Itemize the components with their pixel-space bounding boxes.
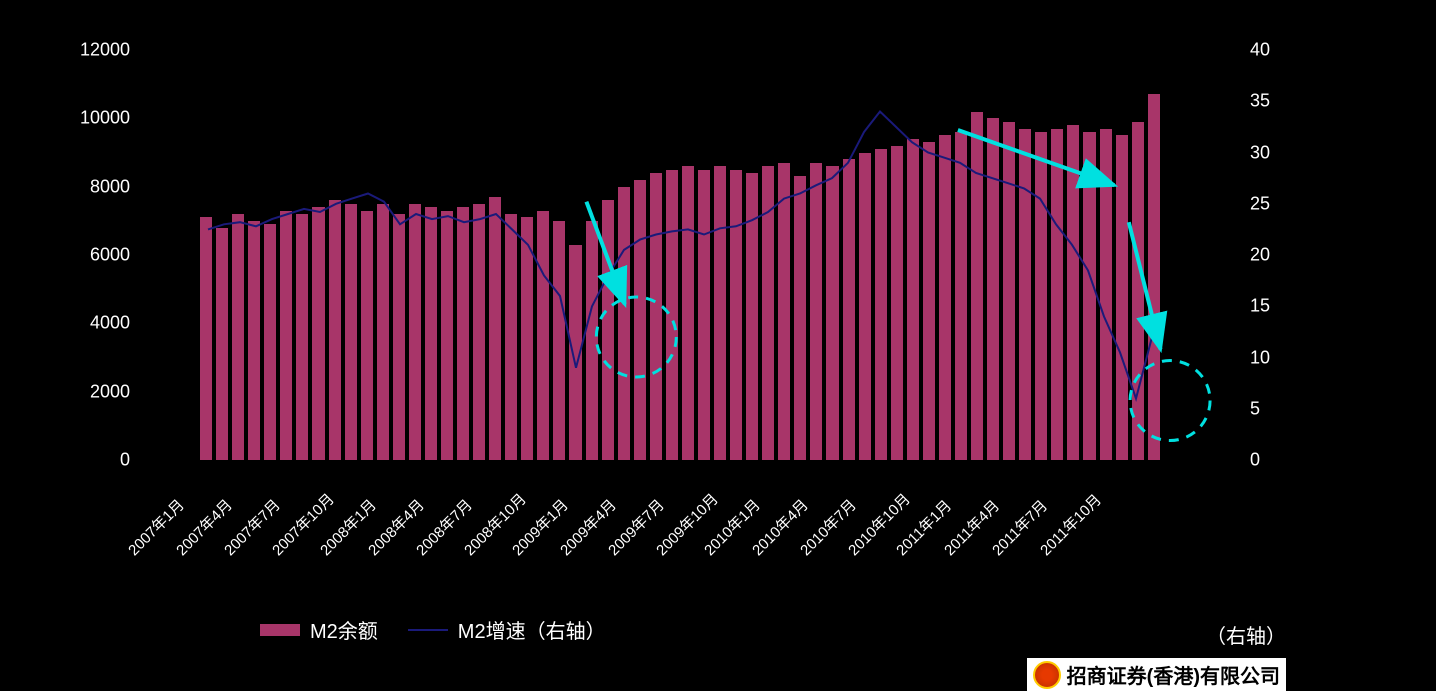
- legend-item-line: M2增速（右轴）: [408, 615, 606, 644]
- bar: [361, 211, 373, 460]
- bar: [859, 153, 871, 461]
- bar: [746, 173, 758, 460]
- plot-area: [200, 50, 1160, 460]
- bar: [232, 214, 244, 460]
- y-right-tick: 0: [1250, 450, 1310, 471]
- bar: [650, 173, 662, 460]
- bar: [1116, 135, 1128, 460]
- bar: [714, 166, 726, 460]
- bar: [1067, 125, 1079, 460]
- y-right-tick: 30: [1250, 142, 1310, 163]
- y-right-tick: 35: [1250, 91, 1310, 112]
- bar: [505, 214, 517, 460]
- bar: [730, 170, 742, 460]
- bar: [248, 221, 260, 460]
- bar: [537, 211, 549, 460]
- bar: [1148, 94, 1160, 460]
- bar: [939, 135, 951, 460]
- y-right-tick: 25: [1250, 193, 1310, 214]
- bar: [377, 204, 389, 460]
- y-left-tick: 0: [70, 450, 130, 471]
- bar: [762, 166, 774, 460]
- bar: [521, 217, 533, 460]
- bar: [553, 221, 565, 460]
- bar: [280, 211, 292, 460]
- right-axis-note: （右轴）: [1206, 620, 1286, 649]
- legend-item-bar: M2余额: [260, 615, 378, 644]
- bar: [425, 207, 437, 460]
- bar: [586, 221, 598, 460]
- bar: [216, 228, 228, 460]
- bar: [907, 139, 919, 460]
- bar: [569, 245, 581, 460]
- y-right-tick: 5: [1250, 398, 1310, 419]
- legend-line-swatch: [408, 629, 448, 631]
- bar: [682, 166, 694, 460]
- x-axis: 2007年1月2007年4月2007年7月2007年10月2008年1月2008…: [200, 470, 1160, 590]
- legend-line-label: M2增速（右轴）: [458, 615, 606, 644]
- y-right-tick: 15: [1250, 296, 1310, 317]
- footer-text: 招商证券(香港)有限公司: [1067, 660, 1280, 689]
- y-left-tick: 8000: [70, 176, 130, 197]
- bar: [875, 149, 887, 460]
- bar: [329, 200, 341, 460]
- bar: [1019, 129, 1031, 460]
- y-left-tick: 10000: [70, 108, 130, 129]
- bar: [296, 214, 308, 460]
- bar: [923, 142, 935, 460]
- bar: [1083, 132, 1095, 460]
- y-axis-right: 0510152025303540: [1250, 50, 1310, 460]
- y-left-tick: 2000: [70, 381, 130, 402]
- legend: M2余额 M2增速（右轴）: [260, 615, 606, 644]
- bar: [778, 163, 790, 460]
- y-left-tick: 4000: [70, 313, 130, 334]
- logo-icon: [1033, 661, 1061, 689]
- bar: [473, 204, 485, 460]
- bar: [634, 180, 646, 460]
- bar: [489, 197, 501, 460]
- y-left-tick: 6000: [70, 245, 130, 266]
- footer-logo: 招商证券(香港)有限公司: [1027, 658, 1286, 691]
- bar: [409, 204, 421, 460]
- bar: [312, 207, 324, 460]
- bar: [810, 163, 822, 460]
- y-right-tick: 40: [1250, 40, 1310, 61]
- bar: [457, 207, 469, 460]
- bar: [1035, 132, 1047, 460]
- bar: [1132, 122, 1144, 460]
- bar: [666, 170, 678, 460]
- bar: [698, 170, 710, 460]
- bar: [987, 118, 999, 460]
- bar: [618, 187, 630, 460]
- bar: [345, 204, 357, 460]
- legend-bar-label: M2余额: [310, 615, 378, 644]
- bar: [971, 112, 983, 461]
- bar: [843, 159, 855, 460]
- bar: [441, 211, 453, 460]
- chart-bars: [200, 50, 1160, 460]
- bar: [393, 214, 405, 460]
- legend-bar-swatch: [260, 624, 300, 636]
- bar: [264, 224, 276, 460]
- y-axis-left: 020004000600080001000012000: [70, 50, 130, 460]
- y-left-tick: 12000: [70, 40, 130, 61]
- bar: [826, 166, 838, 460]
- chart-container: 020004000600080001000012000 051015202530…: [140, 50, 1240, 570]
- bar: [1100, 129, 1112, 460]
- bar: [891, 146, 903, 460]
- x-tick: 2011年10月: [1035, 489, 1106, 560]
- bar: [794, 176, 806, 460]
- y-right-tick: 20: [1250, 245, 1310, 266]
- y-right-tick: 10: [1250, 347, 1310, 368]
- bar: [1003, 122, 1015, 460]
- bar: [1051, 129, 1063, 460]
- bar: [955, 132, 967, 460]
- bar: [602, 200, 614, 460]
- bar: [200, 217, 212, 460]
